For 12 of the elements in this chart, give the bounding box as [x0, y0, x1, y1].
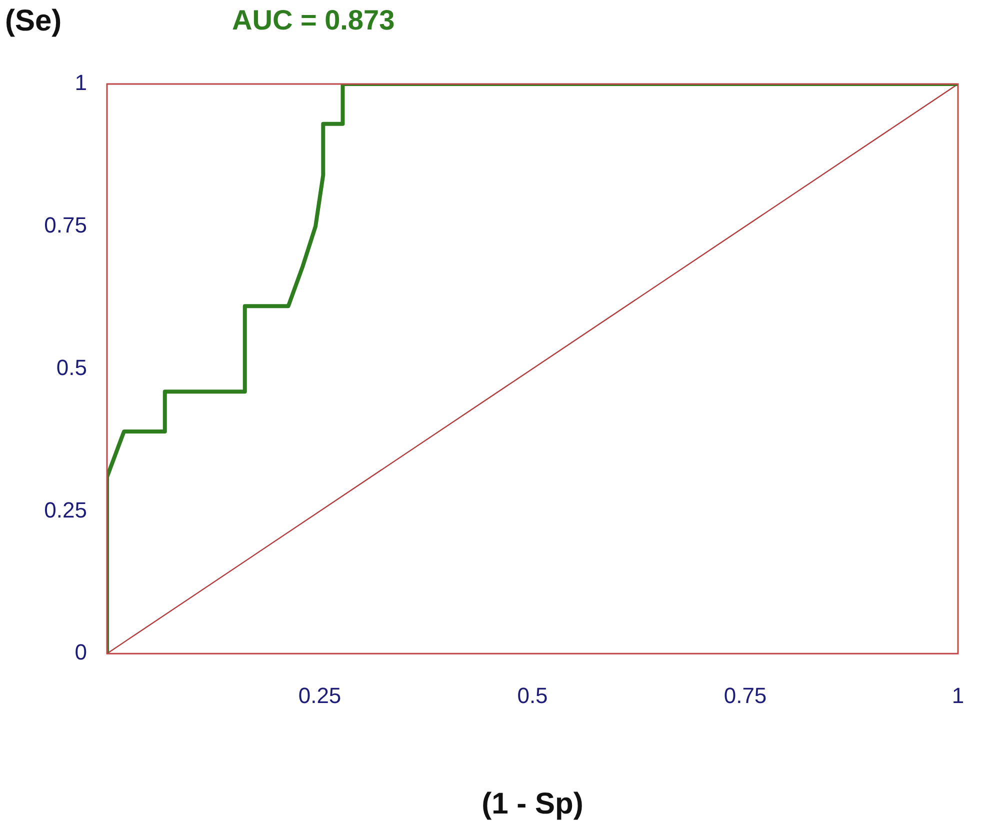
- y-tick-label: 0.25: [44, 497, 87, 522]
- chart-title: AUC = 0.873: [232, 4, 395, 36]
- y-tick-label: 0: [74, 640, 87, 665]
- y-tick-label: 1: [74, 70, 87, 96]
- x-tick-label: 0.5: [517, 682, 548, 708]
- x-tick-label: 0.75: [724, 682, 767, 708]
- x-tick-label: 0.25: [298, 682, 342, 708]
- y-axis-title: (Se): [5, 4, 62, 38]
- x-tick-label: 1: [952, 682, 964, 708]
- y-tick-label: 0.75: [44, 212, 87, 238]
- x-axis-title: (1 - Sp): [482, 787, 584, 820]
- y-tick-label: 0.5: [56, 354, 87, 380]
